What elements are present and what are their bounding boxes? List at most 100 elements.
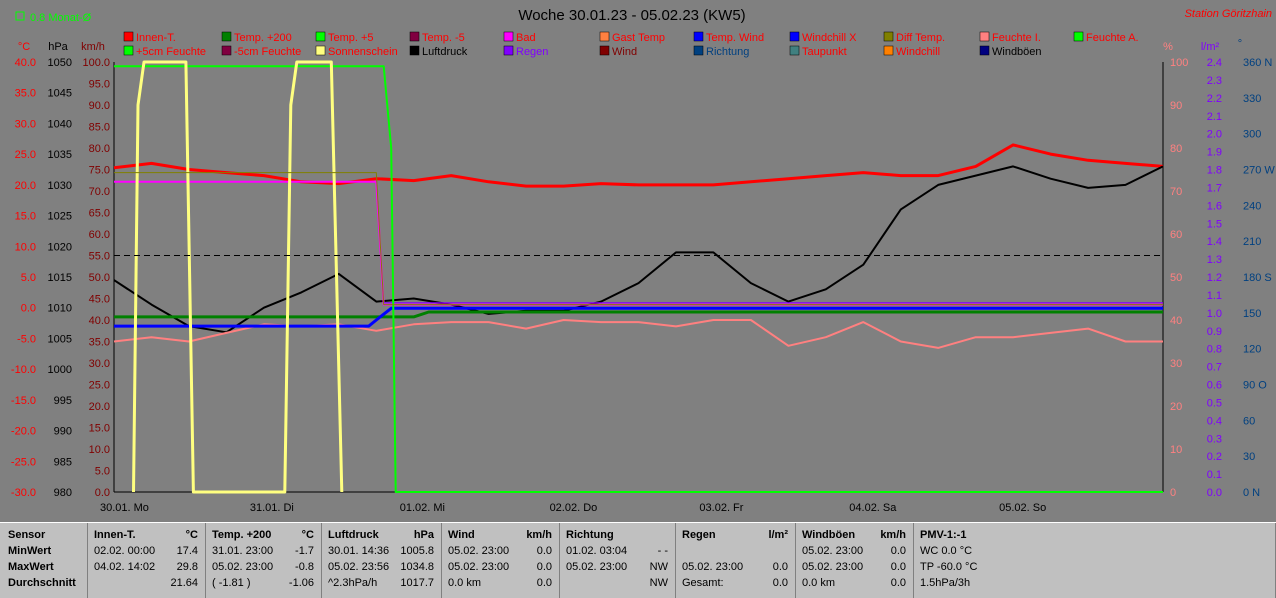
stats-cell-value: 29.8 xyxy=(176,561,198,573)
stats-cell-label: 05.02. 23:56 xyxy=(328,561,390,573)
tick-pressure: 990 xyxy=(54,426,72,438)
legend-label: Feuchte I. xyxy=(992,32,1041,44)
stats-cell-label: Gesamt: xyxy=(682,577,724,589)
legend-swatch xyxy=(123,45,134,56)
tick-pressure: 995 xyxy=(54,395,72,407)
stats-cell-label: ^2.3hPa/h xyxy=(328,577,378,589)
tick-wind: 55.0 xyxy=(89,251,110,263)
stats-column-unit: l/m² xyxy=(768,529,788,541)
tick-temp: 5.0 xyxy=(21,272,36,284)
legend-swatch xyxy=(315,45,326,56)
tick-humidity: 70 xyxy=(1170,186,1182,198)
x-tick-label: 05.02. So xyxy=(999,502,1046,514)
axis-unit-pressure: hPa xyxy=(48,41,68,53)
legend-swatch xyxy=(503,31,514,42)
legend-swatch xyxy=(789,45,800,56)
tick-rain: 2.1 xyxy=(1207,111,1222,123)
tick-pressure: 1040 xyxy=(48,118,72,130)
legend-label: Windchill xyxy=(896,46,940,58)
stats-cell-label: 05.02. 23:00 xyxy=(448,561,510,573)
tick-pressure: 1035 xyxy=(48,149,72,161)
stats-cell-label: 02.02. 00:00 xyxy=(94,545,156,557)
stats-column: Luftdruck hPa 30.01. 14:36 1005.8 05.02. 23:… xyxy=(322,523,442,598)
stats-cell-value: 0.0 xyxy=(890,577,906,589)
stats-cell-label: TP -60.0 °C xyxy=(920,561,978,573)
tick-direction: 120 xyxy=(1243,344,1261,356)
stats-cell-label: 0.0 km xyxy=(802,577,836,589)
tick-rain: 0.4 xyxy=(1207,415,1222,427)
tick-rain: 2.4 xyxy=(1207,57,1222,69)
tick-rain: 1.8 xyxy=(1207,165,1222,177)
legend-swatch xyxy=(1073,31,1084,42)
tick-rain: 0.5 xyxy=(1207,397,1222,409)
tick-temp: 10.0 xyxy=(15,241,36,253)
legend-label: Temp. +200 xyxy=(234,32,292,44)
stats-cell-value: -0.8 xyxy=(295,561,314,573)
stats-column: Windböen km/h 05.02. 23:00 0.0 05.02. 23:00 0… xyxy=(796,523,914,598)
stats-cell-value: -1.7 xyxy=(295,545,314,557)
tick-temp: -25.0 xyxy=(11,456,36,468)
legend-swatch xyxy=(123,31,134,42)
statistics-table: Sensor MinWert MaxWert Durchschnitt Innen-T.… xyxy=(0,522,1276,598)
series-line-8 xyxy=(132,60,344,494)
stats-cell-value: 21.64 xyxy=(170,577,198,589)
tick-humidity: 50 xyxy=(1170,272,1182,284)
legend-label: Windböen xyxy=(992,46,1042,58)
legend-swatch xyxy=(315,31,326,42)
tick-rain: 1.2 xyxy=(1207,272,1222,284)
tick-wind: 75.0 xyxy=(89,165,110,177)
tick-wind: 25.0 xyxy=(89,380,110,392)
tick-humidity: 40 xyxy=(1170,315,1182,327)
tick-rain: 0.9 xyxy=(1207,326,1222,338)
tick-wind: 0.0 xyxy=(95,487,110,499)
axis-unit-wind: km/h xyxy=(81,41,105,53)
tick-temp: -30.0 xyxy=(11,487,36,499)
tick-pressure: 1050 xyxy=(48,57,72,69)
stats-column-title: PMV-1:-1 xyxy=(920,529,967,541)
stats-column-title: Luftdruck xyxy=(328,529,379,541)
stats-cell-label: 05.02. 23:00 xyxy=(212,561,274,573)
tick-wind: 20.0 xyxy=(89,401,110,413)
stats-cell-value: 0.0 xyxy=(890,561,906,573)
stats-cell-value: 17.4 xyxy=(176,545,198,557)
tick-pressure: 1015 xyxy=(48,272,72,284)
tick-wind: 45.0 xyxy=(89,294,110,306)
tick-pressure: 980 xyxy=(54,487,72,499)
stats-cell-value: 0.0 xyxy=(536,577,552,589)
tick-rain: 0.7 xyxy=(1207,362,1222,374)
tick-rain: 0.6 xyxy=(1207,380,1222,392)
tick-wind: 60.0 xyxy=(89,229,110,241)
stats-cell-label: 05.02. 23:00 xyxy=(566,561,628,573)
tick-pressure: 1010 xyxy=(48,303,72,315)
tick-rain: 1.3 xyxy=(1207,254,1222,266)
tick-humidity: 0 xyxy=(1170,487,1176,499)
tick-rain: 1.1 xyxy=(1207,290,1222,302)
tick-wind: 40.0 xyxy=(89,315,110,327)
series-line-3 xyxy=(114,310,1163,319)
tick-temp: -10.0 xyxy=(11,364,36,376)
tick-direction: 240 xyxy=(1243,200,1261,212)
x-tick-label: 01.02. Mi xyxy=(400,502,445,514)
stats-column-title: Regen xyxy=(682,529,716,541)
tick-rain: 1.5 xyxy=(1207,218,1222,230)
tick-temp: -5.0 xyxy=(17,333,36,345)
legend-swatch xyxy=(883,45,894,56)
tick-rain: 1.4 xyxy=(1207,236,1222,248)
stats-cell-label: 05.02. 23:00 xyxy=(682,561,744,573)
tick-direction: 300 xyxy=(1243,129,1261,141)
tick-rain: 2.3 xyxy=(1207,75,1222,87)
stats-cell-label: 04.02. 14:02 xyxy=(94,561,156,573)
legend-swatch xyxy=(409,31,420,42)
stats-row-label: Sensor xyxy=(8,529,46,541)
tick-wind: 100.0 xyxy=(82,57,110,69)
tick-wind: 70.0 xyxy=(89,186,110,198)
legend-label: Temp. +5 xyxy=(328,32,374,44)
legend-monthly-avg-label: 0.8 Monat-Ø xyxy=(30,12,92,24)
stats-row-label: Durchschnitt xyxy=(8,577,76,589)
stats-cell-label: 05.02. 23:00 xyxy=(802,561,864,573)
tick-pressure: 1005 xyxy=(48,333,72,345)
tick-direction: 150 xyxy=(1243,308,1261,320)
tick-humidity: 60 xyxy=(1170,229,1182,241)
series-line-4 xyxy=(114,306,1163,328)
legend-swatch xyxy=(503,45,514,56)
